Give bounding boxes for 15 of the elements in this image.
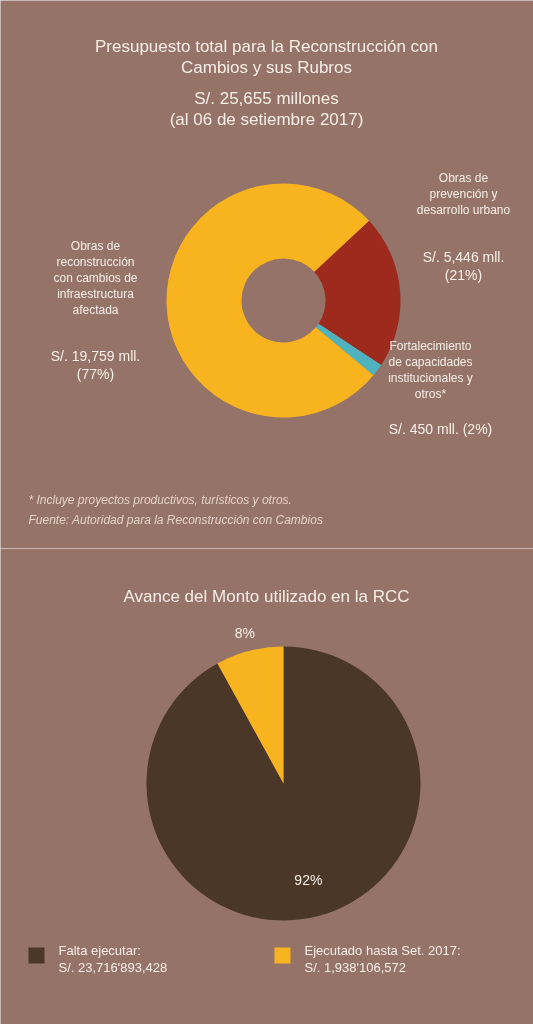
- text: * Incluye proyectos productivos, turísticos y otros.: [28, 492, 292, 507]
- chart-title: Avance del Monto utilizado en la RCC: [123, 586, 410, 606]
- chart-title: Presupuesto total para la Reconstrucción con Cambios y sus Rubros: [94, 36, 439, 78]
- chart-subtitle: S/. 25,655 millones (al 06 de setiembre 2017): [169, 88, 364, 130]
- data-label: S/. 5,446 mll. (21%): [422, 248, 505, 283]
- data-label: S/. 19,759 mll. (77%): [50, 347, 141, 382]
- legend-label: Falta ejecutar: S/. 23,716'893,428: [58, 942, 168, 975]
- slice-label: Obras de prevención y desarrollo urbano: [416, 170, 511, 217]
- slice-label: Obras de reconstrucción con cambios de infraestructura afectada: [53, 238, 138, 317]
- legend-label: Ejecutado hasta Set. 2017: S/. 1,938'106,572: [304, 942, 461, 975]
- text: Fuente: Autoridad para la Reconstrucción con Cambios: [28, 512, 323, 527]
- data-label: 8%: [234, 625, 256, 642]
- slice-label: Fortalecimiento de capacidades institucionales y otros*: [388, 338, 473, 401]
- data-label: S/. 450 mll. (2%): [388, 420, 493, 437]
- data-label: 92%: [294, 872, 323, 889]
